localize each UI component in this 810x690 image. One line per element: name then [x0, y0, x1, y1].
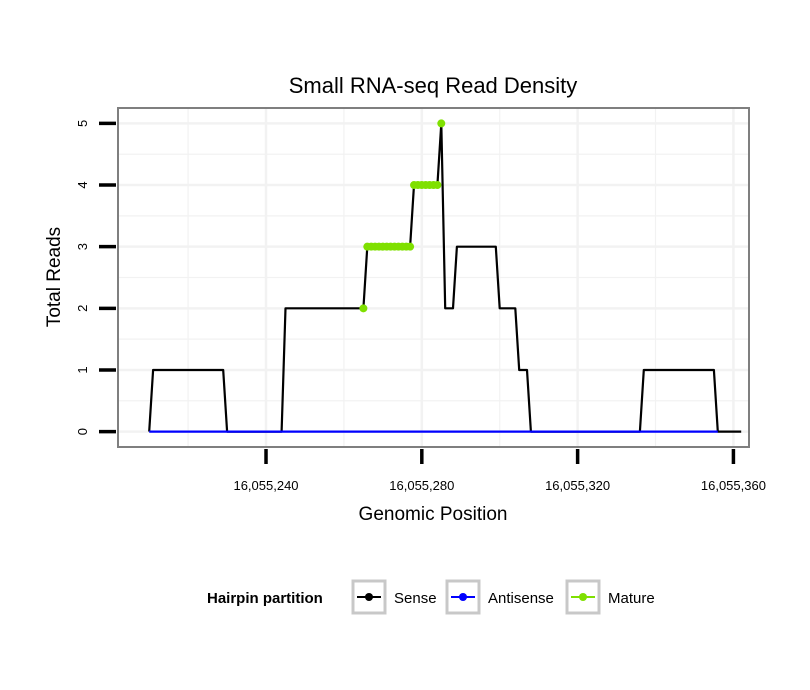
y-axis-title: Total Reads	[44, 227, 65, 327]
x-tick-label: 16,055,360	[701, 478, 766, 493]
y-axis: 0 1 2 3 4 5	[75, 120, 116, 435]
x-tick-label: 16,055,240	[233, 478, 298, 493]
legend-label: Antisense	[488, 590, 554, 607]
legend-entries: Sense Antisense Mature	[351, 579, 655, 615]
legend-entry-sense: Sense	[351, 579, 437, 615]
legend: Hairpin partition Sense Antisense Mature	[207, 579, 655, 615]
data-point	[437, 119, 446, 128]
data-point	[433, 181, 442, 190]
series-layer	[148, 119, 742, 433]
y-tick-label: 1	[75, 366, 90, 373]
y-tick-label: 3	[75, 243, 90, 250]
legend-entry-antisense: Antisense	[445, 579, 554, 615]
legend-entry-mature: Mature	[565, 579, 655, 615]
y-tick-label: 0	[75, 428, 90, 435]
y-tick-label: 4	[75, 181, 90, 188]
data-point	[359, 304, 368, 313]
y-tick-label: 2	[75, 305, 90, 312]
series-mature	[359, 119, 446, 313]
legend-label: Sense	[394, 590, 437, 607]
legend-key-point	[579, 593, 587, 601]
data-point	[406, 242, 415, 251]
plot-panel-border	[117, 107, 750, 448]
x-tick-label: 16,055,280	[389, 478, 454, 493]
x-tick-label: 16,055,320	[545, 478, 610, 493]
x-axis-title: Genomic Position	[359, 504, 508, 525]
grid	[118, 108, 749, 447]
y-tick-label: 5	[75, 120, 90, 127]
legend-label: Mature	[608, 590, 655, 607]
legend-key-point	[365, 593, 373, 601]
legend-key-point	[459, 593, 467, 601]
chart-title: Small RNA-seq Read Density	[289, 73, 578, 98]
legend-title: Hairpin partition	[207, 590, 323, 607]
x-axis: 16,055,240 16,055,280 16,055,320 16,055,360	[233, 449, 766, 493]
